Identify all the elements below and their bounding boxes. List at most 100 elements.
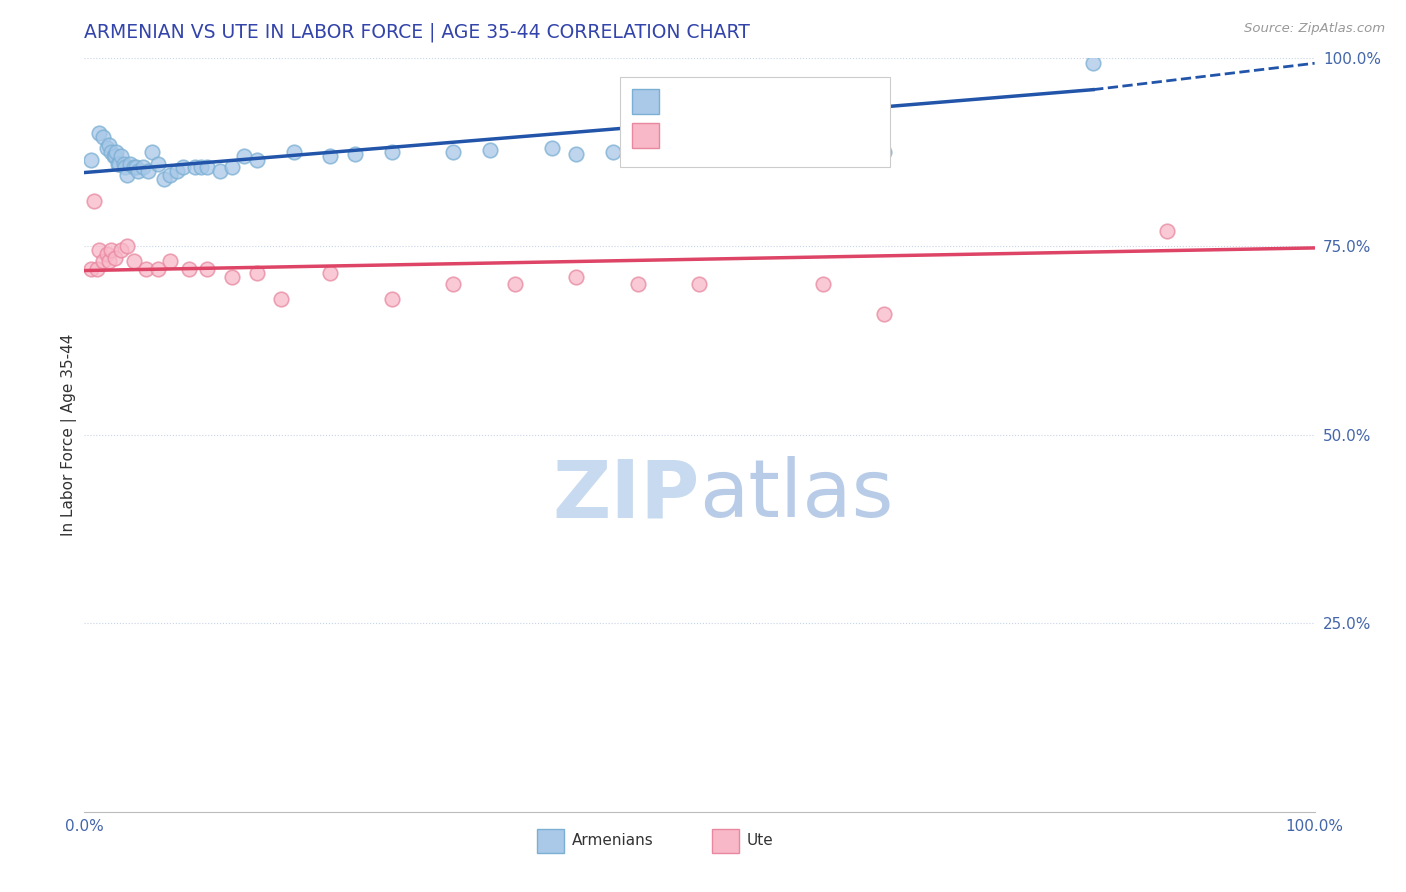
Point (118, 156, 141, 170)
Point (96, 247, 118, 261)
Point (103, 149, 125, 163)
Point (172, 161, 194, 175)
Text: ARMENIAN VS UTE IN LABOR FORCE | AGE 35-44 CORRELATION CHART: ARMENIAN VS UTE IN LABOR FORCE | AGE 35-… (84, 22, 751, 42)
Point (98, 137, 121, 152)
Point (108, 156, 131, 170)
Text: ZIP: ZIP (553, 456, 700, 534)
Point (873, 145, 896, 160)
Point (811, 144, 834, 158)
Point (110, 149, 132, 163)
Point (689, 277, 711, 292)
Point (381, 145, 404, 160)
Text: N =: N = (765, 122, 799, 137)
Point (1156, 224, 1178, 238)
Point (114, 161, 136, 175)
Point (100, 145, 122, 160)
Point (89, 127, 111, 141)
Point (98, 254, 121, 268)
Point (148, 156, 170, 170)
Point (112, 156, 135, 170)
Text: Ute: Ute (747, 833, 773, 848)
Text: 0.196: 0.196 (711, 88, 759, 103)
Point (177, 262, 200, 277)
Point (89, 243, 111, 257)
Point (443, 277, 465, 292)
Point (246, 266, 269, 280)
Point (159, 254, 181, 268)
Point (122, 161, 145, 175)
Point (270, 292, 292, 306)
Point (1083, 56, 1105, 70)
Point (104, 251, 127, 265)
Text: R =: R = (669, 88, 702, 103)
Point (283, 145, 305, 160)
Point (122, 254, 145, 268)
FancyBboxPatch shape (620, 77, 890, 168)
Y-axis label: In Labor Force | Age 35-44: In Labor Force | Age 35-44 (62, 334, 77, 536)
Point (713, 147, 735, 161)
Point (135, 262, 157, 277)
Point (96, 141, 118, 155)
Point (125, 161, 148, 175)
Point (132, 161, 155, 175)
Point (117, 239, 139, 253)
Point (503, 277, 526, 292)
Text: R =: R = (669, 122, 702, 137)
Text: 51: 51 (804, 88, 825, 103)
Point (166, 164, 188, 178)
FancyBboxPatch shape (537, 829, 564, 853)
Point (565, 147, 588, 161)
Point (105, 145, 128, 160)
Point (627, 277, 650, 292)
Point (159, 168, 181, 182)
FancyBboxPatch shape (631, 123, 659, 148)
Point (153, 171, 176, 186)
Point (319, 149, 342, 163)
Point (110, 243, 132, 257)
Text: Source: ZipAtlas.com: Source: ZipAtlas.com (1244, 22, 1385, 36)
Point (246, 153, 269, 167)
Point (749, 149, 772, 163)
Point (602, 145, 624, 160)
Point (627, 147, 650, 161)
FancyBboxPatch shape (631, 89, 659, 114)
Point (104, 149, 127, 163)
Point (141, 145, 163, 160)
Point (651, 141, 673, 155)
Point (233, 149, 256, 163)
Point (100, 243, 122, 257)
Point (128, 164, 150, 178)
Point (344, 147, 367, 161)
Point (148, 262, 170, 277)
Point (107, 156, 129, 170)
Point (443, 145, 465, 160)
Point (91, 254, 114, 268)
Text: Armenians: Armenians (572, 833, 654, 848)
Point (479, 143, 502, 157)
Point (86, 262, 108, 277)
Point (221, 161, 243, 175)
Point (873, 307, 896, 321)
Point (117, 168, 139, 182)
Text: atlas: atlas (700, 456, 894, 534)
Point (79, 262, 101, 277)
Text: 30: 30 (804, 122, 825, 137)
Text: 0.036: 0.036 (711, 122, 761, 137)
Point (381, 292, 404, 306)
Point (91, 130, 114, 145)
Point (197, 262, 219, 277)
Point (208, 164, 231, 178)
Point (541, 141, 564, 155)
Point (184, 161, 207, 175)
Point (190, 161, 212, 175)
Point (811, 277, 834, 292)
Point (221, 269, 243, 284)
Point (138, 164, 160, 178)
Point (83, 194, 105, 209)
FancyBboxPatch shape (711, 829, 740, 853)
Point (565, 269, 588, 284)
Point (319, 266, 342, 280)
Point (197, 161, 219, 175)
Text: N =: N = (765, 88, 799, 103)
Point (689, 141, 711, 155)
